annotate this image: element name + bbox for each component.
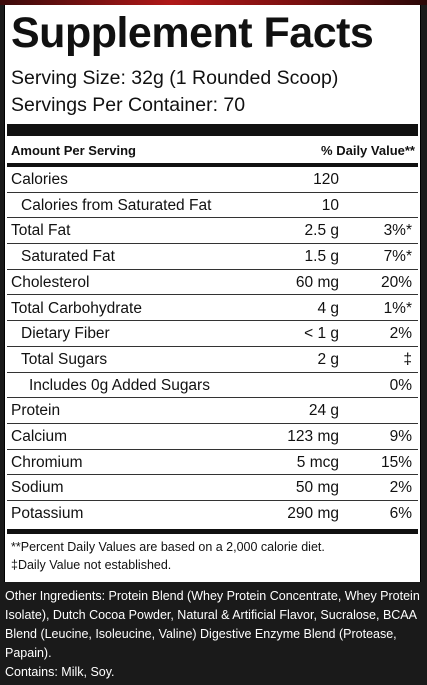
table-header: Amount Per Serving % Daily Value** bbox=[11, 139, 415, 163]
footnote-not-established: ‡Daily Value not established. bbox=[11, 558, 172, 572]
nutrient-dv: 9% bbox=[389, 428, 412, 445]
nutrient-amount: 24 g bbox=[308, 402, 339, 420]
nutrient-name: Cholesterol bbox=[11, 273, 90, 291]
nutrient-name: Total Sugars bbox=[21, 350, 108, 368]
nutrient-dv: 15% bbox=[380, 453, 412, 471]
nutrient-amount: 123 mg bbox=[287, 428, 339, 445]
nutrient-row-calories: Calories 120 bbox=[7, 167, 418, 193]
nutrient-row-calcium: Calcium 123 mg 9% bbox=[7, 424, 418, 450]
nutrient-name: Total Carbohydrate bbox=[11, 299, 142, 317]
nutrient-dv: 2% bbox=[389, 325, 412, 343]
nutrient-row-total-sugars: Total Sugars 2 g ‡ bbox=[7, 347, 418, 373]
thick-divider bbox=[7, 124, 418, 136]
nutrient-dv: 20% bbox=[380, 273, 412, 291]
nutrient-amount: 290 mg bbox=[287, 505, 339, 523]
nutrient-name: Calcium bbox=[11, 428, 67, 445]
panel-title: Supplement Facts bbox=[11, 9, 374, 57]
nutrient-row-potassium: Potassium 290 mg 6% bbox=[7, 501, 418, 527]
nutrient-row-chromium: Chromium 5 mcg 15% bbox=[7, 450, 418, 476]
nutrient-name: Protein bbox=[11, 402, 61, 420]
nutrient-row-total-carbohydrate: Total Carbohydrate 4 g 1%* bbox=[7, 296, 418, 322]
nutrient-name: Saturated Fat bbox=[21, 248, 115, 266]
nutrient-dv: 3%* bbox=[383, 222, 412, 240]
nutrient-name: Total Fat bbox=[11, 222, 71, 240]
nutrient-amount: 2 g bbox=[317, 350, 339, 368]
nutrient-amount: 5 mcg bbox=[296, 453, 339, 471]
nutrient-row-calories-sat-fat: Calories from Saturated Fat 10 bbox=[7, 193, 418, 219]
header-amount: Amount Per Serving bbox=[11, 143, 136, 158]
nutrient-amount: 60 mg bbox=[295, 273, 339, 291]
nutrient-dv: ‡ bbox=[403, 350, 412, 368]
nutrient-dv: 1%* bbox=[383, 299, 412, 317]
nutrient-name: Dietary Fiber bbox=[21, 325, 110, 343]
nutrient-amount: 10 bbox=[321, 196, 339, 214]
nutrient-name: Includes 0g Added Sugars bbox=[29, 376, 210, 394]
serving-size: Serving Size: 32g (1 Rounded Scoop) bbox=[11, 67, 339, 89]
header-divider bbox=[7, 163, 418, 167]
nutrient-row-added-sugars: Includes 0g Added Sugars 0% bbox=[7, 373, 418, 399]
nutrient-name: Chromium bbox=[11, 453, 83, 471]
nutrient-amount: 120 bbox=[313, 171, 339, 188]
footnote-daily-values: **Percent Daily Values are based on a 2,… bbox=[11, 540, 325, 554]
nutrient-name: Sodium bbox=[11, 479, 64, 497]
other-ingredients-text: Other Ingredients: Protein Blend (Whey P… bbox=[5, 589, 420, 660]
nutrient-amount: < 1 g bbox=[304, 325, 339, 343]
top-color-strip bbox=[0, 0, 427, 5]
nutrient-name: Calories bbox=[11, 171, 68, 188]
servings-per-container: Servings Per Container: 70 bbox=[11, 94, 246, 116]
nutrient-dv: 2% bbox=[389, 479, 412, 497]
nutrient-row-saturated-fat: Saturated Fat 1.5 g 7%* bbox=[7, 244, 418, 270]
allergen-contains-text: Contains: Milk, Soy. bbox=[5, 665, 115, 679]
header-daily-value: % Daily Value** bbox=[321, 143, 415, 158]
nutrient-row-dietary-fiber: Dietary Fiber < 1 g 2% bbox=[7, 321, 418, 347]
nutrient-dv: 6% bbox=[389, 505, 412, 523]
nutrient-row-total-fat: Total Fat 2.5 g 3%* bbox=[7, 218, 418, 245]
nutrient-row-cholesterol: Cholesterol 60 mg 20% bbox=[7, 270, 418, 296]
nutrient-amount: 1.5 g bbox=[304, 248, 339, 266]
nutrient-dv: 0% bbox=[389, 376, 412, 394]
supplement-facts-panel: Supplement Facts Serving Size: 32g (1 Ro… bbox=[4, 5, 421, 582]
nutrient-amount: 2.5 g bbox=[304, 222, 339, 240]
bottom-divider bbox=[7, 529, 418, 534]
nutrient-name: Calories from Saturated Fat bbox=[21, 196, 212, 214]
nutrient-amount: 50 mg bbox=[295, 479, 339, 497]
nutrient-row-sodium: Sodium 50 mg 2% bbox=[7, 475, 418, 502]
ingredients-block: Other Ingredients: Protein Blend (Whey P… bbox=[5, 587, 423, 682]
nutrient-amount: 4 g bbox=[317, 299, 339, 317]
nutrient-name: Potassium bbox=[11, 505, 84, 523]
nutrient-row-protein: Protein 24 g bbox=[7, 398, 418, 424]
nutrient-dv: 7%* bbox=[383, 248, 412, 266]
